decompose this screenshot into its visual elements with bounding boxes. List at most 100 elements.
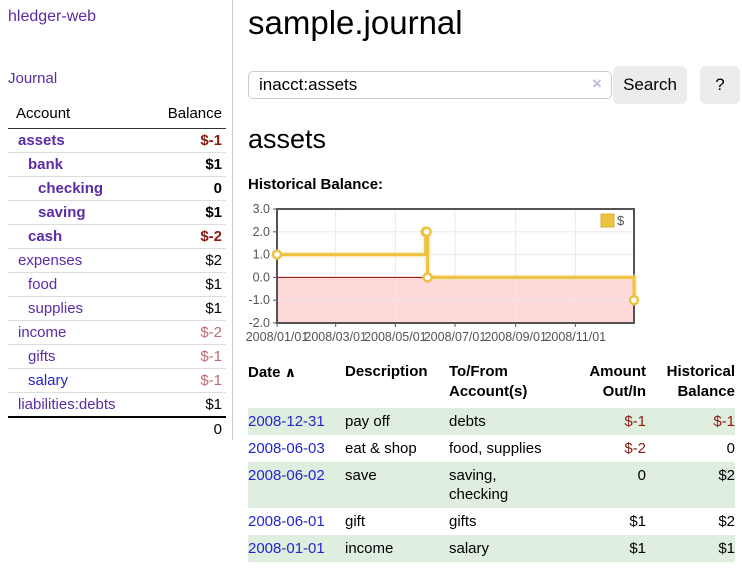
account-row: bank $1 [8,152,226,177]
register-date-cell: 2008-06-01 [248,508,345,535]
account-link[interactable]: food [28,276,58,293]
svg-text:$: $ [617,213,625,228]
register-date-cell: 2008-06-02 [248,462,345,508]
accounts-table: Account Balance assets $-1 bank $1 checking 0… [8,101,226,441]
account-balance: $1 [142,200,226,225]
svg-text:2008/05/01: 2008/05/01 [364,330,427,344]
account-heading: assets [248,124,327,154]
account-balance: $1 [142,296,226,321]
svg-text:-1.0: -1.0 [248,293,270,307]
register-description-cell: pay off [345,408,449,435]
accounts-header-balance: Balance [142,101,226,129]
svg-text:2.0: 2.0 [253,225,270,239]
accounts-header-row: Account Balance [8,101,226,129]
register-description-cell: save [345,462,449,508]
account-row: salary $-1 [8,368,226,393]
register-accounts-cell: saving, checking [449,462,565,508]
register-table: Date ∧ Description To/From Account(s) Am… [248,360,735,562]
register-date-cell: 2008-06-03 [248,435,345,462]
account-balance: $1 [142,152,226,177]
account-balance: $2 [142,248,226,273]
register-row: 2008-06-03 eat & shop food, supplies $-2 0 [248,435,735,462]
svg-text:2008/03/01: 2008/03/01 [304,330,367,344]
register-amount-cell: $-1 [565,408,646,435]
column-header-date[interactable]: Date ∧ [248,364,297,381]
search-input[interactable] [248,71,612,99]
register-date-link[interactable]: 2008-06-02 [248,467,325,484]
register-amount-cell: 0 [565,462,646,508]
account-link[interactable]: supplies [28,300,84,317]
account-row: cash $-2 [8,224,226,249]
brand-link[interactable]: hledger-web [8,8,97,25]
register-amount-cell: $1 [565,535,646,562]
register-accounts-cell: salary [449,535,565,562]
account-row: assets $-1 [8,129,226,153]
register-amount-cell: $1 [629,513,646,530]
account-link[interactable]: salary [28,372,69,389]
account-link[interactable]: gifts [28,348,56,365]
register-balance-cell: $2 [718,513,735,530]
help-button[interactable]: ? [700,66,740,104]
account-balance: $-2 [142,320,226,345]
account-row: expenses $2 [8,248,226,273]
account-row: saving $1 [8,200,226,225]
register-description-cell: gift [345,513,366,530]
sidebar-item-journal[interactable]: Journal [8,70,58,87]
register-row: 2008-12-31 pay off debts $-1 $-1 [248,408,735,435]
register-accounts-cell: food, supplies [449,440,542,457]
register-header-row: Date ∧ Description To/From Account(s) Am… [248,360,735,408]
register-description-cell: income [345,535,449,562]
account-balance: $-1 [142,344,226,369]
accounts-total-value: 0 [142,416,226,441]
account-row: food $1 [8,272,226,297]
main-content: sample.journal × Search ? assets Histori… [246,0,742,582]
svg-text:2008/09/01: 2008/09/01 [484,330,547,344]
account-row: supplies $1 [8,296,226,321]
account-balance: $-1 [200,132,222,149]
clear-search-icon[interactable]: × [592,74,602,93]
accounts-header-account: Account [8,101,143,129]
svg-text:2008/07/01: 2008/07/01 [424,330,487,344]
page-title: sample.journal [248,4,463,41]
register-date-link[interactable]: 2008-01-01 [248,540,325,557]
svg-text:0.0: 0.0 [253,270,270,284]
register-date-cell: 2008-12-31 [248,408,345,435]
sidebar: hledger-web Journal Account Balance asse… [0,0,233,441]
register-balance-cell: $-1 [646,408,735,435]
register-tbody: 2008-12-31 pay off debts $-1 $-1 2008-06-03 ea… [248,408,735,562]
account-row: income $-2 [8,320,226,345]
accounts-total-row: 0 [8,416,226,441]
register-balance-cell: $2 [646,462,735,508]
account-link[interactable]: assets [18,132,65,149]
column-header-accounts: To/From Account(s) [449,363,528,400]
account-balance: $1 [142,392,226,417]
register-row: 2008-06-01 gift gifts $1 $2 [248,508,735,535]
account-balance: 0 [142,176,226,201]
register-date-link[interactable]: 2008-06-03 [248,440,325,457]
svg-text:1.0: 1.0 [253,248,270,262]
register-date-cell: 2008-01-01 [248,535,345,562]
svg-text:3.0: 3.0 [253,202,270,216]
account-balance: $-1 [142,368,226,393]
register-date-link[interactable]: 2008-06-01 [248,513,325,530]
account-link[interactable]: liabilities:debts [18,396,116,413]
register-balance-cell: 0 [726,440,735,457]
account-balance: $1 [142,272,226,297]
account-link[interactable]: saving [38,204,86,221]
register-amount-cell: $-2 [624,440,646,457]
column-header-description: Description [345,363,428,380]
account-link[interactable]: checking [38,180,104,197]
account-link[interactable]: cash [28,228,63,245]
sort-ascending-icon: ∧ [284,364,297,380]
search-button[interactable]: Search [613,66,687,104]
account-link[interactable]: income [18,324,67,341]
account-link[interactable]: bank [28,156,64,173]
register-date-link[interactable]: 2008-12-31 [248,413,325,430]
historical-balance-chart: 3.0 2.0 1.0 0.0 -1.0 -2.0 $2008/01/012008/03/0… [246,202,640,344]
register-accounts-cell: debts [449,408,565,435]
account-balance: $-2 [142,224,226,249]
account-link[interactable]: expenses [18,252,83,269]
svg-text:2008/01/01: 2008/01/01 [246,330,309,344]
column-header-amount: Amount Out/In [589,363,646,400]
